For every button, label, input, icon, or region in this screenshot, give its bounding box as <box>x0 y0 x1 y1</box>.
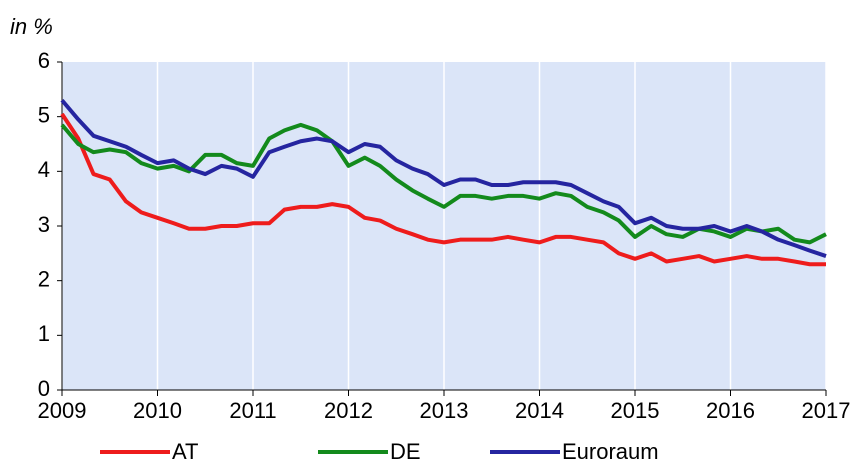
x-tick-label: 2009 <box>38 398 87 423</box>
x-tick-label: 2014 <box>515 398 564 423</box>
line-series <box>60 112 826 267</box>
y-tick-label: 0 <box>38 376 50 401</box>
legend-label: DE <box>390 439 421 464</box>
line-series <box>60 98 827 258</box>
y-tick-label: 2 <box>38 266 50 291</box>
x-tick-label: 2013 <box>420 398 469 423</box>
y-axis-label: in % <box>10 14 53 39</box>
x-tick-label: 2016 <box>706 398 755 423</box>
legend-label: Euroraum <box>562 439 659 464</box>
x-tick-label: 2012 <box>324 398 373 423</box>
y-tick-label: 4 <box>38 157 50 182</box>
x-tick-label: 2010 <box>133 398 182 423</box>
legend-label: AT <box>172 439 198 464</box>
y-tick-label: 6 <box>38 48 50 73</box>
y-tick-label: 3 <box>38 212 50 237</box>
y-tick-label: 1 <box>38 321 50 346</box>
x-tick-label: 2011 <box>229 398 276 423</box>
x-tick-label: 2015 <box>611 398 660 423</box>
x-tick-label: 2017 <box>802 398 851 423</box>
y-tick-label: 5 <box>38 102 50 127</box>
